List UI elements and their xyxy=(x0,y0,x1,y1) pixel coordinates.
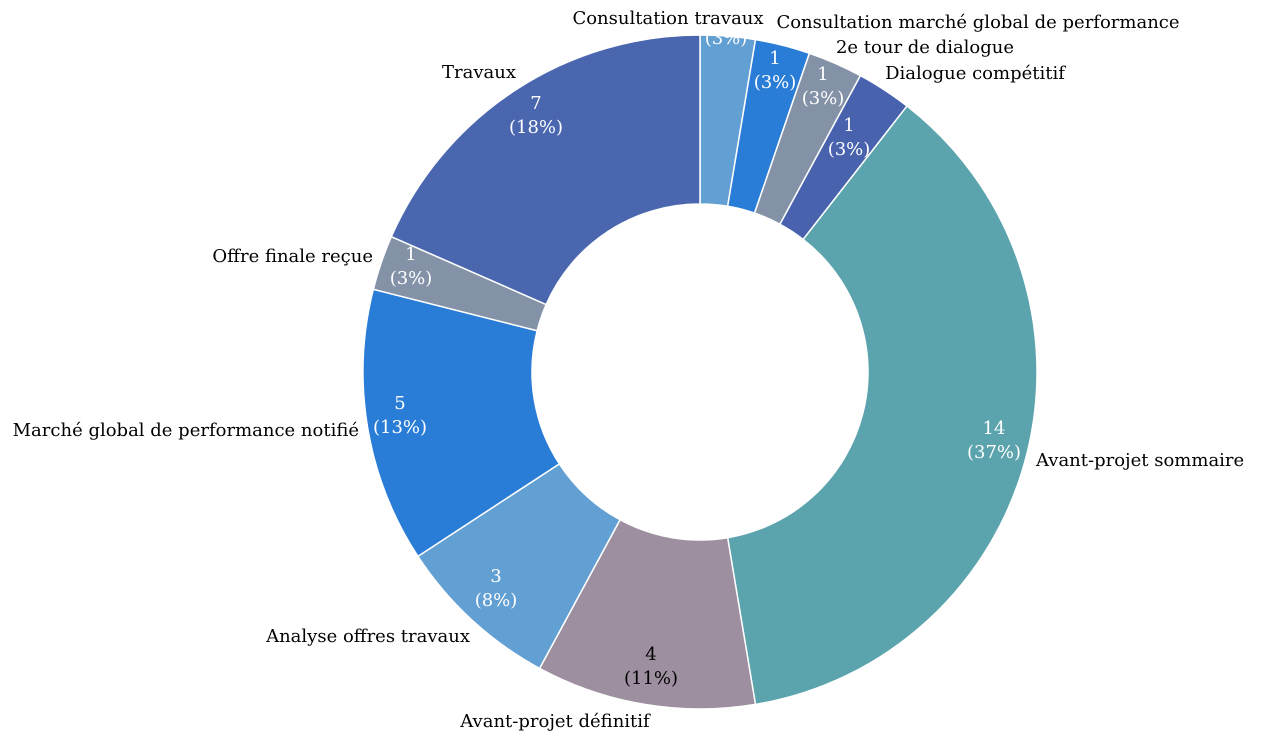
slice-count: 1 xyxy=(843,115,854,136)
slice-count: 5 xyxy=(394,393,405,414)
slice-category-label: Travaux xyxy=(442,62,516,83)
slice-category-label: Avant-projet sommaire xyxy=(1035,450,1244,471)
slice-percent: (3%) xyxy=(390,268,433,289)
donut-slice xyxy=(726,105,1038,706)
slice-value-label: 1 (3%) xyxy=(802,64,845,109)
slice-count: 1 xyxy=(769,48,780,69)
slice-count: 7 xyxy=(530,93,541,114)
donut-slice xyxy=(362,288,561,558)
slice-percent: (13%) xyxy=(373,417,427,438)
slice-value-label: 4 (11%) xyxy=(624,644,678,689)
slice-percent: (8%) xyxy=(475,590,518,611)
slice-category-label: Consultation marché global de performanc… xyxy=(776,12,1179,33)
slice-value-label: 3 (8%) xyxy=(475,566,518,611)
slice-value-label: 1 (3%) xyxy=(754,48,797,93)
slice-value-label: 5 (13%) xyxy=(373,393,427,438)
slice-category-label: Avant-projet définitif xyxy=(459,711,651,732)
slice-count: 3 xyxy=(490,566,501,587)
slice-count: 1 xyxy=(720,4,731,25)
donut-slice xyxy=(390,34,701,306)
slice-percent: (37%) xyxy=(967,442,1021,463)
slice-percent: (3%) xyxy=(828,139,871,160)
slice-value-label: 1 (3%) xyxy=(390,244,433,289)
slice-count: 4 xyxy=(645,644,656,665)
slice-category-label: 2e tour de dialogue xyxy=(836,37,1014,58)
slice-count: 1 xyxy=(405,244,416,265)
slice-category-label: Dialogue compétitif xyxy=(885,63,1066,84)
slice-value-label: 14 (37%) xyxy=(967,418,1021,463)
slice-percent: (11%) xyxy=(624,668,678,689)
category-labels: Consultation travaux Consultation marché … xyxy=(13,8,1245,732)
slice-category-label: Consultation travaux xyxy=(572,8,763,29)
slice-value-label: 1 (3%) xyxy=(705,4,748,49)
slice-count: 1 xyxy=(817,64,828,85)
donut-slices xyxy=(362,34,1038,710)
slice-count: 14 xyxy=(983,418,1006,439)
value-labels: 1 (3%) 1 (3%) 1 (3%) 1 (3%) 14 (37%) 4 (11%) 3 (8%) 5 (… xyxy=(373,4,1021,689)
slice-value-label: 7 (18%) xyxy=(509,93,563,138)
slice-percent: (18%) xyxy=(509,117,563,138)
slice-category-label: Marché global de performance notifié xyxy=(13,420,359,441)
slice-percent: (3%) xyxy=(802,88,845,109)
slice-value-label: 1 (3%) xyxy=(828,115,871,160)
slice-percent: (3%) xyxy=(754,72,797,93)
slice-percent: (3%) xyxy=(705,28,748,49)
slice-category-label: Analyse offres travaux xyxy=(265,626,470,647)
slice-category-label: Offre finale reçue xyxy=(212,246,373,267)
